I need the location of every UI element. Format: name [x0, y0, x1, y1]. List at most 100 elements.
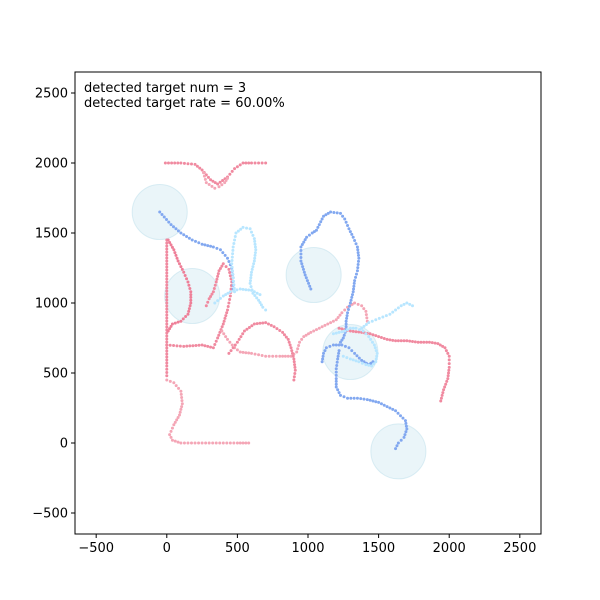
trajectory-point [402, 435, 406, 439]
trajectory-point [284, 335, 288, 339]
trajectory-point [165, 349, 169, 353]
trajectory-point [227, 267, 231, 271]
trajectory-point [405, 301, 409, 305]
y-axis-ticks: −500 0 500 1000 1500 2000 2500 [32, 87, 75, 522]
trajectory-point [340, 330, 344, 334]
trajectory-point [228, 172, 232, 176]
trajectory-point [176, 161, 180, 165]
trajectory-point [251, 265, 255, 269]
trajectory-point [185, 235, 189, 238]
trajectory-point [351, 358, 355, 362]
trajectory-point [447, 368, 451, 372]
trajectory-point [292, 375, 296, 379]
trajectory-point [165, 298, 169, 302]
trajectory-point [396, 306, 400, 310]
trajectory-point [305, 235, 309, 239]
trajectory-point [334, 343, 338, 347]
trajectory-point [189, 298, 193, 302]
trajectory-point [304, 276, 308, 280]
trajectory-point [162, 215, 166, 219]
trajectory-point [248, 281, 252, 285]
trajectory-point [382, 336, 386, 340]
x-tick-label: 1500 [362, 541, 395, 556]
trajectory-point [250, 161, 254, 165]
trajectory-point [165, 374, 169, 378]
trajectory-point [332, 210, 336, 214]
trajectory-point [247, 351, 251, 355]
trajectory-point [371, 333, 375, 337]
trajectory-point [349, 396, 353, 400]
trajectory-point [287, 340, 291, 344]
trajectory-point [169, 429, 173, 433]
trajectory-point [336, 357, 340, 361]
trajectory-points [158, 161, 451, 451]
trajectory-point [348, 329, 352, 333]
trajectory-point [235, 348, 239, 352]
trajectory-point [179, 407, 183, 411]
trajectory-point [249, 273, 253, 277]
trajectory-point [181, 317, 185, 321]
trajectory-point [301, 265, 305, 269]
trajectory-point [354, 275, 358, 279]
trajectory-point [314, 228, 318, 232]
trajectory-point [253, 352, 257, 356]
trajectory-point [291, 354, 295, 358]
trajectory-point [364, 332, 368, 336]
trajectory-point [209, 345, 213, 349]
trajectory-point [322, 214, 326, 218]
trajectory-point [264, 354, 268, 358]
trajectory-point [207, 441, 211, 445]
trajectory-point [165, 250, 169, 254]
trajectory-point [257, 353, 261, 357]
trajectory-point [360, 361, 364, 365]
trajectory-point [260, 354, 264, 357]
trajectory-point [174, 384, 178, 388]
trajectory-point [402, 339, 406, 343]
trajectory-point [217, 333, 221, 337]
trajectory-point [165, 259, 169, 263]
trajectory-point [224, 293, 228, 297]
trajectory-point [271, 354, 275, 358]
trajectory-point [252, 237, 256, 241]
trajectory-point [213, 343, 217, 347]
trajectory-point [242, 329, 246, 333]
trajectory-point [334, 331, 338, 335]
trajectory-point [430, 341, 434, 345]
trajectory-point [372, 362, 376, 366]
trajectory-point [323, 349, 327, 353]
trajectory-point [197, 441, 201, 445]
trajectory-point [323, 323, 327, 327]
trajectory-point [328, 344, 332, 348]
trajectory-point [231, 252, 235, 256]
trajectory-point [165, 280, 169, 284]
trajectory-point [218, 441, 222, 445]
trajectory-point [264, 161, 268, 165]
trajectory-point [337, 343, 341, 347]
trajectory-point [381, 315, 385, 319]
trajectory-point [218, 180, 222, 184]
trajectory-point [358, 328, 362, 332]
trajectory-point [182, 233, 186, 237]
trajectory-point [319, 220, 323, 224]
trajectory-point [241, 441, 245, 445]
trajectory-point [344, 319, 348, 323]
trajectory-point [191, 344, 195, 348]
trajectory-point [165, 378, 169, 382]
y-tick-label: 2500 [35, 87, 68, 102]
trajectory-point [293, 365, 297, 369]
trajectory-point [367, 321, 371, 325]
trajectory-point [362, 397, 366, 401]
trajectory-point [247, 441, 251, 445]
trajectory-point [399, 339, 403, 343]
trajectory-point [226, 256, 230, 260]
x-axis-ticks: −500 0 500 1000 1500 2000 2500 [78, 534, 536, 556]
trajectory-point [368, 332, 372, 336]
trajectory-point [249, 285, 253, 289]
trajectory-point [168, 240, 172, 244]
trajectory-point [216, 274, 220, 278]
trajectory-point [190, 238, 194, 242]
trajectory-point [244, 161, 248, 165]
trajectory-point [388, 406, 392, 410]
trajectory-point [357, 330, 361, 334]
trajectory-point [165, 364, 169, 368]
